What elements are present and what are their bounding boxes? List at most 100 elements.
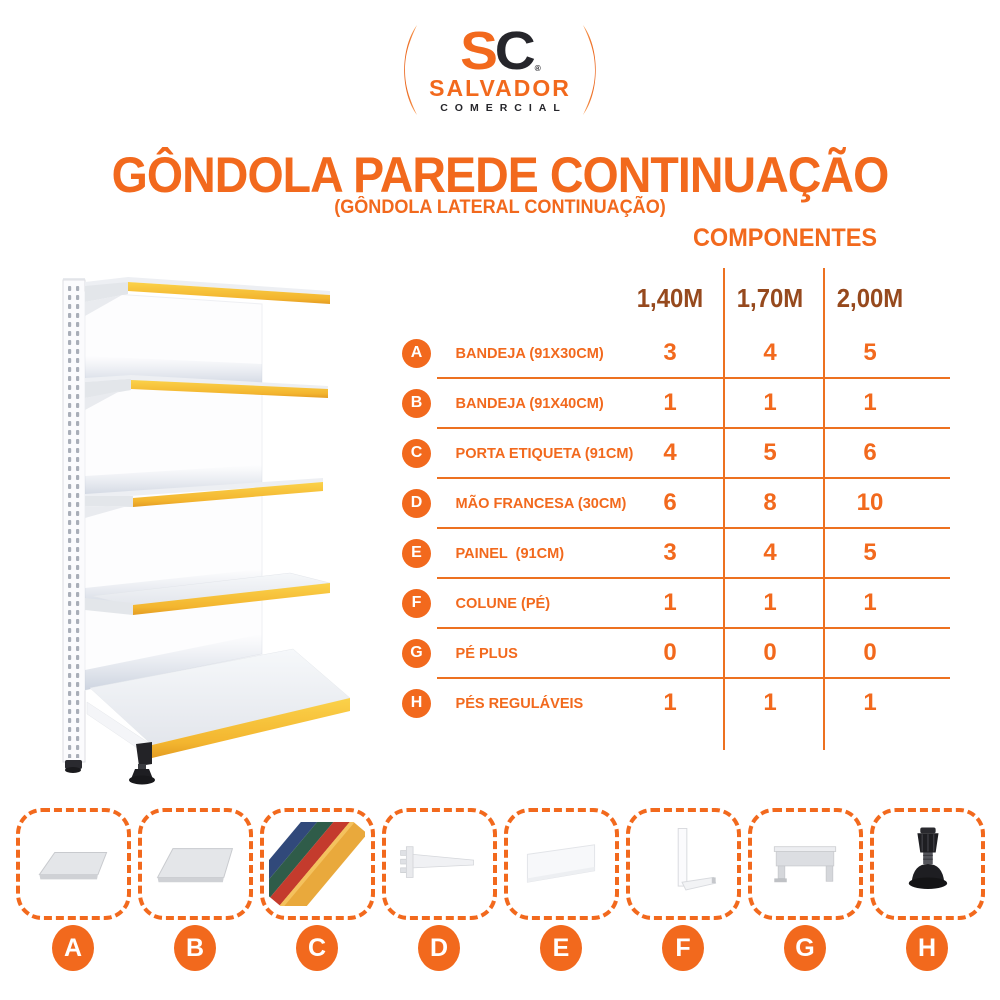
legend-box-b: B — [137, 808, 254, 971]
qty-200: 1 — [863, 589, 877, 616]
legend-frame — [869, 808, 985, 920]
component-label: PÉ PLUS — [455, 644, 518, 662]
qty-140: 1 — [663, 689, 677, 716]
base-edge-yellow — [152, 698, 350, 758]
qty-140: 0 — [663, 639, 677, 666]
size-column-140: 1,40M — [636, 282, 704, 313]
shelf-edge-yellow — [131, 380, 328, 398]
size-column-200: 2,00M — [836, 282, 904, 313]
legend-frame — [15, 808, 131, 920]
base-foot-icon — [773, 846, 837, 883]
shelf-bracket-icon — [400, 846, 474, 878]
component-label: BANDEJA (91X40CM) — [455, 394, 604, 412]
row-letter-badge: B — [402, 388, 431, 418]
component-label: COLUNE (PÉ) — [455, 594, 551, 612]
logo-monogram: S C ® — [459, 20, 541, 81]
column-foot-icon — [677, 828, 717, 891]
adjustable-foot — [129, 775, 155, 785]
column-foot — [65, 767, 81, 773]
legend-frame — [625, 808, 741, 920]
table-row: G PÉ PLUS 0 0 0 — [400, 628, 952, 679]
qty-140: 3 — [663, 539, 677, 566]
qty-200: 5 — [863, 539, 877, 566]
table-row: E PAINEL (91CM) 3 4 5 — [400, 528, 952, 579]
shelf-edge-yellow — [133, 482, 323, 507]
qty-140: 6 — [663, 489, 677, 516]
table-vertical-divider — [723, 268, 725, 750]
logo-s: S — [459, 20, 498, 81]
row-letter-badge: G — [402, 638, 431, 668]
legend-box-g: G — [747, 808, 864, 971]
table-row: C PORTA ETIQUETA (91CM) 4 5 6 — [400, 428, 952, 479]
gondola-product-image — [62, 277, 351, 785]
qty-200: 1 — [863, 389, 877, 416]
table-row: F COLUNE (PÉ) 1 1 1 — [400, 578, 952, 629]
brand-name: SALVADOR — [429, 74, 571, 101]
registered-mark: ® — [534, 63, 541, 73]
brand-subname: COMERCIAL — [440, 101, 567, 114]
qty-140: 4 — [663, 439, 677, 466]
table-header-row: 1,40M 1,70M 2,00M — [400, 268, 952, 328]
legend-frame — [503, 808, 619, 920]
qty-170: 1 — [763, 589, 777, 616]
qty-140: 3 — [663, 339, 677, 366]
qty-200: 6 — [863, 439, 877, 466]
qty-200: 5 — [863, 339, 877, 366]
qty-170: 1 — [763, 689, 777, 716]
qty-170: 4 — [763, 539, 777, 566]
table-vertical-divider — [823, 268, 825, 750]
legend-box-c: C — [259, 808, 376, 971]
adjustable-foot-icon — [908, 827, 948, 889]
row-letter-badge: H — [402, 688, 431, 718]
legend-frame — [259, 808, 375, 920]
component-label: BANDEJA (91X30CM) — [455, 344, 604, 362]
qty-170: 8 — [763, 489, 777, 516]
row-letter-badge: D — [402, 488, 431, 518]
qty-170: 4 — [763, 339, 777, 366]
page-subtitle: (GÔNDOLA LATERAL CONTINUAÇÃO) — [334, 197, 666, 218]
shelf-tray-large-icon — [156, 848, 234, 883]
legend-letter-badge: E — [540, 925, 582, 971]
logo-c: C — [494, 20, 535, 81]
component-label: PORTA ETIQUETA (91CM) — [455, 444, 634, 462]
row-letter-badge: F — [402, 588, 431, 618]
table-row: A BANDEJA (91X30CM) 3 4 5 — [400, 328, 952, 379]
brand-logo: S C ® SALVADOR COMERCIAL — [0, 18, 1000, 122]
page-title: GÔNDOLA PAREDE CONTINUAÇÃO — [111, 147, 890, 203]
qty-170: 0 — [763, 639, 777, 666]
shelf-tray-small-icon — [38, 852, 108, 880]
qty-200: 0 — [863, 639, 877, 666]
legend-box-d: D — [381, 808, 498, 971]
back-panel-icon — [526, 844, 596, 883]
table-row: B BANDEJA (91X40CM) 1 1 1 — [400, 378, 952, 429]
size-column-170: 1,70M — [736, 282, 804, 313]
price-tag-strips-icon — [269, 822, 365, 906]
table-row: D MÃO FRANCESA (30CM) 6 8 10 — [400, 478, 952, 529]
qty-170: 5 — [763, 439, 777, 466]
legend-box-h: H — [869, 808, 986, 971]
components-heading: COMPONENTES — [692, 224, 878, 252]
shelf-edge-yellow — [133, 583, 330, 615]
component-label: PÉS REGULÁVEIS — [455, 694, 584, 712]
qty-140: 1 — [663, 589, 677, 616]
component-label: PAINEL (91CM) — [455, 544, 565, 562]
legend-frame — [137, 808, 253, 920]
legend-letter-badge: A — [52, 925, 94, 971]
legend-frame — [747, 808, 863, 920]
legend-letter-badge: B — [174, 925, 216, 971]
legend-frame — [381, 808, 497, 920]
panel-shadow — [85, 634, 262, 690]
qty-170: 1 — [763, 389, 777, 416]
base-clip — [136, 742, 152, 766]
row-letter-badge: C — [402, 438, 431, 468]
column-slots — [63, 284, 85, 758]
legend-letter-badge: H — [906, 925, 948, 971]
legend-letter-badge: C — [296, 925, 338, 971]
qty-200: 10 — [856, 489, 884, 516]
components-table: 1,40M 1,70M 2,00M A BANDEJA (91X30CM) 3 … — [400, 268, 952, 750]
component-legend: A B — [0, 808, 1000, 971]
legend-box-a: A — [15, 808, 132, 971]
legend-letter-badge: F — [662, 925, 704, 971]
legend-box-f: F — [625, 808, 742, 971]
